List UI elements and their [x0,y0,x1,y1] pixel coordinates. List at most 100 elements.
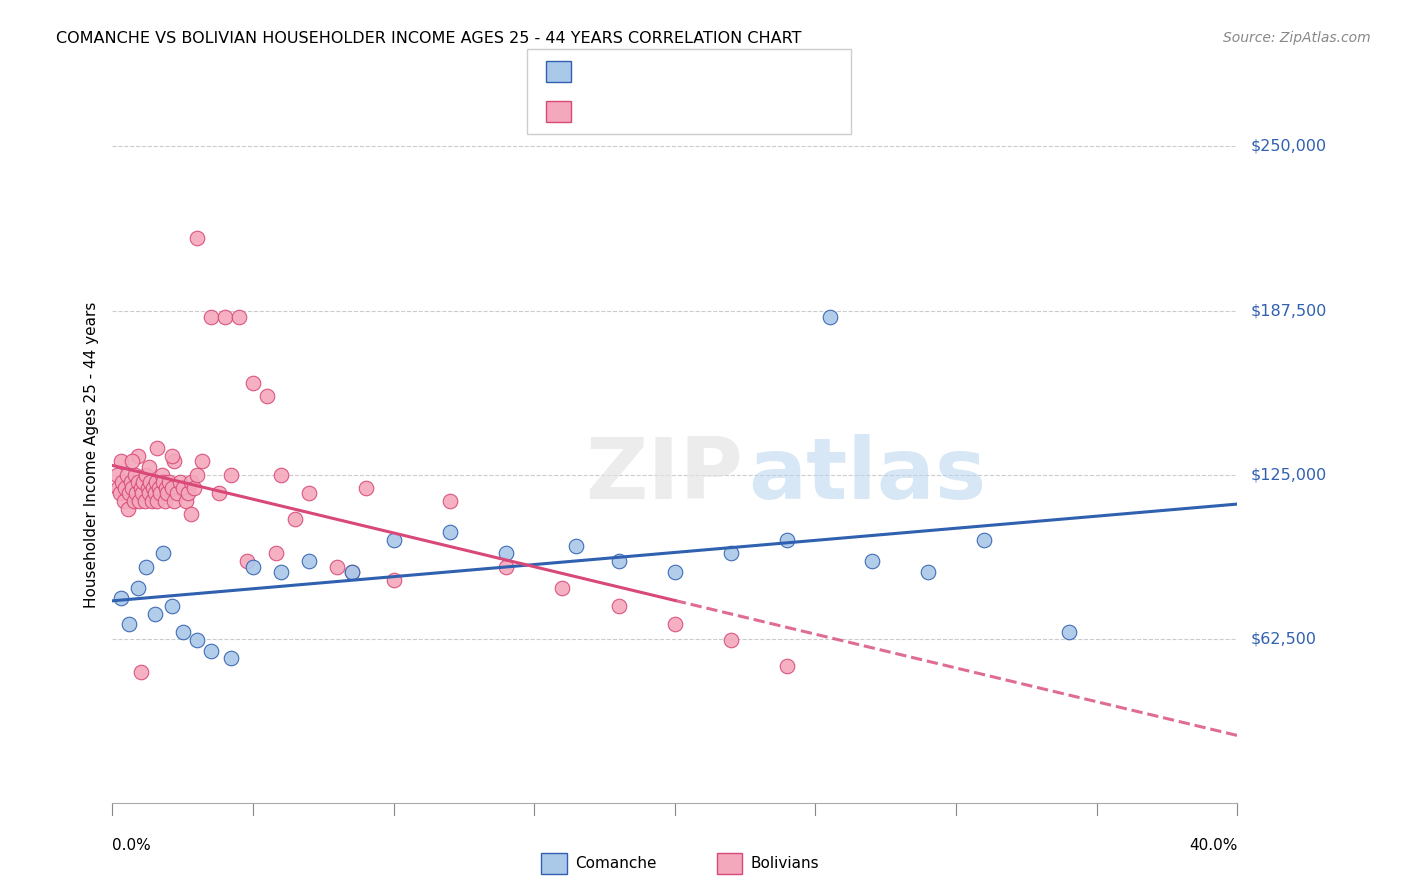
Point [177,486,200,500]
Point [146,442,169,456]
Y-axis label: Householder Income Ages 25 - 44 years: Householder Income Ages 25 - 44 years [83,301,98,608]
Text: $187,500: $187,500 [1251,303,1327,318]
Point [128,494,150,508]
Point [114,481,136,495]
Point [183,481,205,495]
Point [208,486,231,500]
Point [382,533,405,548]
Point [180,507,202,521]
Text: 40.0%: 40.0% [1189,838,1237,853]
Point [917,565,939,579]
Point [139,475,162,490]
Point [160,599,183,613]
Point [169,475,191,490]
Point [172,625,194,640]
Point [110,591,132,605]
Point [382,573,405,587]
Point [172,481,194,495]
Point [664,617,686,632]
Point [242,376,264,390]
Point [298,554,321,568]
Point [127,475,149,490]
Point [129,481,152,495]
Point [112,494,135,508]
Point [110,454,132,468]
Point [145,475,167,490]
Text: $250,000: $250,000 [1251,139,1327,154]
Text: R =  0.099   N = 81: R = 0.099 N = 81 [582,103,744,120]
Point [495,559,517,574]
Point [149,486,172,500]
Point [111,475,134,490]
Point [157,475,180,490]
Point [117,501,139,516]
Point [143,607,166,621]
Point [439,525,461,540]
Text: Comanche: Comanche [575,856,657,871]
Text: ZIP: ZIP [585,434,742,517]
Point [214,310,236,324]
Point [256,389,278,403]
Point [186,633,208,648]
Point [118,617,141,632]
Point [186,231,208,245]
Point [155,481,177,495]
Point [664,565,686,579]
Text: Bolivians: Bolivians [751,856,820,871]
Point [236,554,259,568]
Point [136,481,159,495]
Point [131,486,153,500]
Point [340,565,363,579]
Point [219,651,242,665]
Point [138,486,160,500]
Point [298,486,321,500]
Point [340,565,363,579]
Point [270,467,292,482]
Point [156,486,179,500]
Point [107,481,129,495]
Point [720,546,742,560]
Text: Source: ZipAtlas.com: Source: ZipAtlas.com [1223,31,1371,45]
Point [105,467,128,482]
Text: COMANCHE VS BOLIVIAN HOUSEHOLDER INCOME AGES 25 - 44 YEARS CORRELATION CHART: COMANCHE VS BOLIVIAN HOUSEHOLDER INCOME … [56,31,801,46]
Point [124,467,146,482]
Point [129,665,152,679]
Point [191,454,214,468]
Point [142,481,165,495]
Point [326,559,349,574]
Point [120,475,142,490]
Point [174,494,197,508]
Point [148,481,170,495]
Point [135,467,157,482]
Point [146,494,169,508]
Point [219,467,242,482]
Text: $62,500: $62,500 [1251,632,1317,646]
Point [141,494,163,508]
Point [135,559,157,574]
Point [125,486,148,500]
Point [607,599,630,613]
Point [160,449,183,463]
Point [607,554,630,568]
Point [160,481,183,495]
Point [127,449,149,463]
Point [228,310,250,324]
Text: 0.0%: 0.0% [112,838,152,853]
Point [163,454,186,468]
Point [150,467,173,482]
Point [818,310,841,324]
Point [973,533,995,548]
Point [720,633,742,648]
Text: R =  0.532   N = 28: R = 0.532 N = 28 [582,62,745,80]
Point [132,475,155,490]
Point [776,659,799,673]
Point [108,486,131,500]
Point [163,494,186,508]
Point [264,546,287,560]
Point [242,559,264,574]
Point [1057,625,1080,640]
Point [122,494,145,508]
Point [551,581,574,595]
Point [284,512,307,526]
Point [121,454,143,468]
